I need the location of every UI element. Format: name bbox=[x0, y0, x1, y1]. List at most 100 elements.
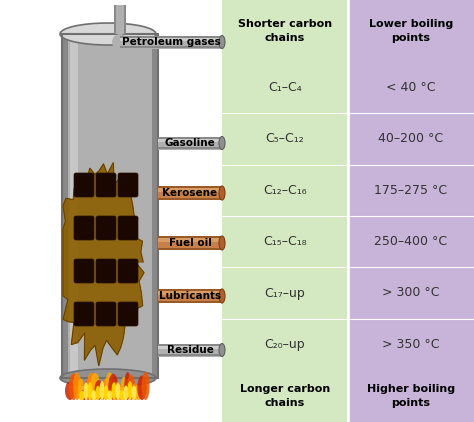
Bar bbox=[158, 198, 222, 200]
Ellipse shape bbox=[130, 384, 140, 400]
Ellipse shape bbox=[219, 289, 225, 303]
Ellipse shape bbox=[103, 385, 109, 400]
Bar bbox=[152, 34, 158, 378]
Ellipse shape bbox=[65, 381, 75, 400]
Bar bbox=[158, 346, 222, 349]
Bar bbox=[158, 186, 222, 200]
FancyBboxPatch shape bbox=[118, 173, 138, 197]
Text: Fuel oil: Fuel oil bbox=[169, 238, 211, 248]
Bar bbox=[120, 36, 222, 49]
Ellipse shape bbox=[95, 386, 100, 400]
Ellipse shape bbox=[69, 373, 78, 400]
Ellipse shape bbox=[105, 372, 114, 400]
Text: C₁–C₄: C₁–C₄ bbox=[268, 81, 302, 94]
Ellipse shape bbox=[60, 23, 156, 45]
Text: Longer carbon
chains: Longer carbon chains bbox=[240, 384, 330, 408]
Bar bbox=[158, 291, 222, 295]
Text: Petroleum gases: Petroleum gases bbox=[122, 37, 220, 47]
Ellipse shape bbox=[91, 390, 97, 400]
Bar bbox=[158, 147, 222, 149]
Ellipse shape bbox=[108, 374, 118, 400]
Bar bbox=[158, 137, 222, 150]
FancyBboxPatch shape bbox=[118, 259, 138, 283]
Ellipse shape bbox=[83, 382, 89, 400]
Ellipse shape bbox=[219, 236, 225, 250]
Bar bbox=[120, 38, 222, 41]
Bar bbox=[158, 344, 222, 346]
Text: < 40 °C: < 40 °C bbox=[386, 81, 436, 94]
Polygon shape bbox=[63, 163, 144, 366]
Bar bbox=[114, 5, 126, 34]
FancyBboxPatch shape bbox=[74, 302, 94, 326]
Ellipse shape bbox=[127, 375, 136, 400]
Bar bbox=[158, 289, 222, 303]
Text: > 350 °C: > 350 °C bbox=[382, 338, 440, 351]
Bar bbox=[158, 186, 222, 188]
Text: 175–275 °C: 175–275 °C bbox=[374, 184, 447, 197]
Bar bbox=[158, 236, 222, 238]
Text: C₁₅–C₁₈: C₁₅–C₁₈ bbox=[263, 235, 307, 248]
Text: C₁₂–C₁₆: C₁₂–C₁₆ bbox=[263, 184, 307, 197]
Ellipse shape bbox=[78, 379, 84, 400]
Bar bbox=[348, 0, 474, 422]
FancyBboxPatch shape bbox=[96, 173, 116, 197]
Text: Lower boiling
points: Lower boiling points bbox=[369, 19, 453, 43]
Text: C₂₀–up: C₂₀–up bbox=[264, 338, 305, 351]
Bar bbox=[158, 289, 222, 291]
Ellipse shape bbox=[120, 377, 128, 400]
Ellipse shape bbox=[219, 344, 225, 357]
Ellipse shape bbox=[87, 373, 97, 400]
Bar bbox=[158, 301, 222, 303]
Text: > 300 °C: > 300 °C bbox=[382, 287, 440, 300]
Text: Higher boiling
points: Higher boiling points bbox=[367, 384, 455, 408]
Bar bbox=[158, 344, 222, 357]
Bar bbox=[158, 188, 222, 192]
Ellipse shape bbox=[219, 136, 225, 149]
Ellipse shape bbox=[142, 372, 150, 400]
Text: Shorter carbon
chains: Shorter carbon chains bbox=[238, 19, 332, 43]
Ellipse shape bbox=[94, 380, 103, 400]
Ellipse shape bbox=[73, 373, 81, 400]
FancyBboxPatch shape bbox=[74, 173, 94, 197]
Text: Gasoline: Gasoline bbox=[164, 138, 215, 148]
Ellipse shape bbox=[119, 390, 125, 400]
FancyBboxPatch shape bbox=[96, 259, 116, 283]
Text: 40–200 °C: 40–200 °C bbox=[378, 133, 444, 146]
Ellipse shape bbox=[83, 380, 92, 400]
Ellipse shape bbox=[81, 389, 88, 400]
FancyBboxPatch shape bbox=[96, 216, 116, 240]
Ellipse shape bbox=[112, 382, 122, 400]
Ellipse shape bbox=[91, 373, 100, 400]
Bar bbox=[70, 36, 78, 378]
Ellipse shape bbox=[131, 386, 137, 400]
Ellipse shape bbox=[88, 382, 92, 400]
FancyBboxPatch shape bbox=[118, 216, 138, 240]
Ellipse shape bbox=[112, 34, 128, 50]
Ellipse shape bbox=[108, 390, 112, 400]
Text: 250–400 °C: 250–400 °C bbox=[374, 235, 447, 248]
Text: Lubricants: Lubricants bbox=[159, 291, 221, 301]
Bar bbox=[114, 5, 116, 34]
Ellipse shape bbox=[219, 35, 225, 49]
Ellipse shape bbox=[124, 386, 128, 400]
Bar bbox=[120, 36, 222, 38]
Bar bbox=[120, 46, 222, 48]
Text: C₅–C₁₂: C₅–C₁₂ bbox=[265, 133, 304, 146]
Ellipse shape bbox=[80, 391, 84, 400]
Bar bbox=[158, 354, 222, 356]
Ellipse shape bbox=[111, 382, 117, 400]
FancyBboxPatch shape bbox=[74, 259, 94, 283]
Ellipse shape bbox=[100, 381, 104, 400]
FancyBboxPatch shape bbox=[74, 216, 94, 240]
FancyBboxPatch shape bbox=[96, 302, 116, 326]
Bar bbox=[62, 34, 158, 378]
Ellipse shape bbox=[133, 385, 144, 400]
Bar bbox=[62, 34, 158, 378]
Ellipse shape bbox=[99, 389, 106, 400]
Text: C₁₇–up: C₁₇–up bbox=[264, 287, 305, 300]
Bar bbox=[158, 236, 222, 250]
Ellipse shape bbox=[116, 382, 120, 400]
Bar bbox=[158, 238, 222, 242]
Text: Kerosene: Kerosene bbox=[163, 188, 218, 198]
Bar bbox=[158, 248, 222, 250]
